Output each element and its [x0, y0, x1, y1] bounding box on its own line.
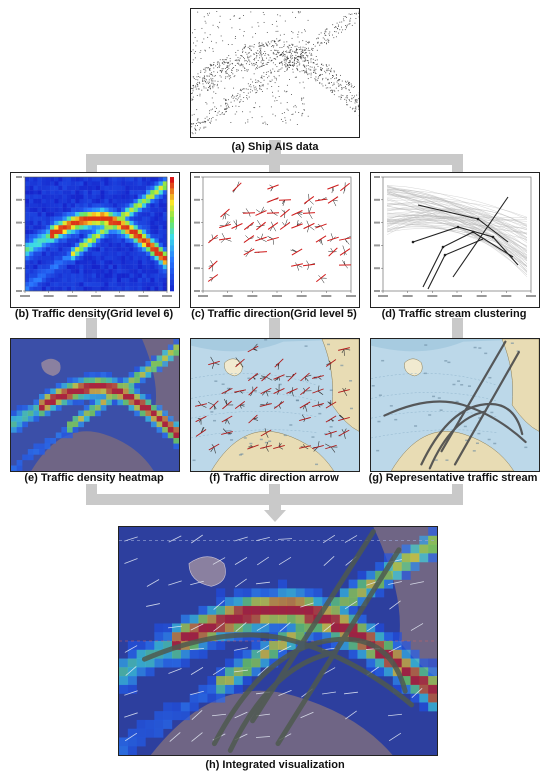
heatmap-map [11, 339, 179, 471]
panel-traffic-direction-arrow [190, 338, 360, 472]
connector-to-h [269, 494, 281, 512]
connector-right-down [452, 154, 463, 172]
panel-traffic-density [10, 172, 180, 308]
integrated-map [119, 527, 437, 755]
connector-a-down [269, 140, 281, 156]
connector-d-g [452, 318, 463, 338]
representative-stream-map [371, 339, 539, 471]
connector-c-f [269, 318, 280, 338]
caption-d: (d) Traffic stream clustering [381, 308, 527, 320]
panel-ship-ais-data [190, 8, 360, 138]
panel-traffic-stream-clustering [370, 172, 540, 308]
panel-traffic-direction [190, 172, 360, 308]
caption-c: (c) Traffic direction(Grid level 5) [191, 308, 357, 320]
arrow-to-h [264, 510, 286, 522]
ais-scatter [191, 9, 359, 137]
connector-mid-down [269, 154, 280, 172]
panel-representative-traffic-stream [370, 338, 540, 472]
caption-b: (b) Traffic density(Grid level 6) [14, 308, 174, 320]
panel-integrated-visualization [118, 526, 438, 756]
density-grid [11, 173, 179, 307]
connector-b-e [86, 318, 97, 338]
caption-a: (a) Ship AIS data [231, 141, 319, 153]
direction-arrow-map [191, 339, 359, 471]
panel-traffic-density-heatmap [10, 338, 180, 472]
connector-left-down [86, 154, 97, 172]
direction-grid [191, 173, 359, 307]
caption-e: (e) Traffic density heatmap [24, 472, 164, 484]
caption-f: (f) Traffic direction arrow [209, 472, 339, 484]
stream-clusters [371, 173, 539, 307]
caption-h: (h) Integrated visualization [205, 759, 345, 771]
caption-g: (g) Representative traffic stream [368, 472, 538, 484]
